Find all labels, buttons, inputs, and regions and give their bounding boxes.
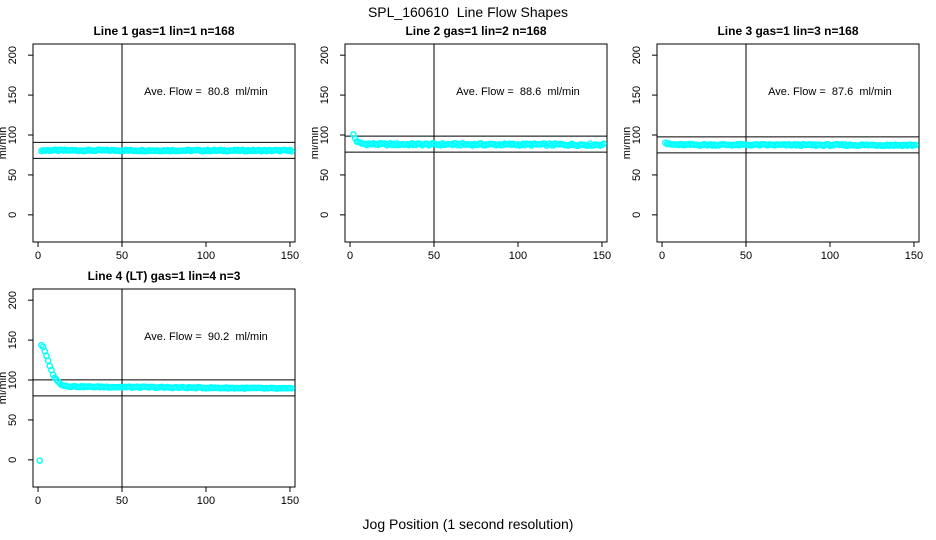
figure-title: SPL_160610 Line Flow Shapes <box>367 4 569 20</box>
plot-box <box>32 43 296 243</box>
y-tick-label: 100 <box>7 371 19 389</box>
x-tick-label: 100 <box>197 250 215 262</box>
x-tick-label: 50 <box>116 495 128 507</box>
y-tick-label: 200 <box>7 291 19 309</box>
y-tick-label: 50 <box>7 414 19 426</box>
flow-panel-3: Line 3 gas=1 lin=3 n=168 0 50 100 150 200 ml/m… <box>624 24 923 262</box>
data-point <box>38 341 45 349</box>
panel-title: Line 1 gas=1 lin=1 n=168 <box>93 24 234 38</box>
data-point <box>351 135 359 142</box>
figure-x-axis-label: Jog Position (1 second resolution) <box>362 516 574 532</box>
y-tick-label: 150 <box>319 86 331 104</box>
outlier-point <box>36 457 44 464</box>
flow-panel-4: Line 4 (LT) gas=1 lin=4 n=3 0 50 100 150 200 m… <box>0 269 299 507</box>
y-tick-label: 0 <box>631 212 643 218</box>
y-tick-label: 50 <box>319 169 331 181</box>
y-tick-label: 0 <box>7 457 19 463</box>
y-tick-label: 50 <box>631 169 643 181</box>
flow-panel-1: Line 1 gas=1 lin=1 n=168 0 50 100 150 200 ml/m… <box>0 24 299 262</box>
x-tick-label: 150 <box>593 250 611 262</box>
ave-flow-annotation: Ave. Flow = 88.6 ml/min <box>456 86 580 98</box>
y-tick-label: 100 <box>319 126 331 144</box>
y-axis-label: ml/min <box>0 127 9 159</box>
data-point <box>912 141 919 149</box>
x-tick-label: 50 <box>116 250 128 262</box>
x-tick-label: 0 <box>659 250 665 262</box>
data-point <box>288 384 295 392</box>
ave-flow-annotation: Ave. Flow = 90.2 ml/min <box>144 331 268 343</box>
data-point <box>600 140 607 148</box>
panel-grid: Line 1 gas=1 lin=1 n=168 0 50 100 150 200 ml/m… <box>0 24 923 507</box>
y-tick-label: 150 <box>7 331 19 349</box>
y-tick-label: 0 <box>319 212 331 218</box>
x-tick-label: 100 <box>821 250 839 262</box>
flow-panel-2: Line 2 gas=1 lin=2 n=168 0 50 100 150 200 ml/m… <box>312 24 611 262</box>
data-points <box>662 139 919 150</box>
data-point <box>44 357 52 364</box>
data-points <box>350 131 607 150</box>
x-tick-label: 100 <box>509 250 527 262</box>
plot-box <box>344 43 608 243</box>
y-tick-label: 0 <box>7 212 19 218</box>
data-point <box>288 147 295 155</box>
x-tick-label: 100 <box>197 495 215 507</box>
plot-box <box>32 288 296 488</box>
y-axis-label: ml/min <box>624 127 633 159</box>
data-point <box>53 376 60 384</box>
y-tick-label: 100 <box>7 126 19 144</box>
panel-title: Line 3 gas=1 lin=3 n=168 <box>717 24 858 38</box>
x-tick-label: 50 <box>740 250 752 262</box>
plot-box <box>656 43 920 243</box>
x-tick-label: 150 <box>281 495 299 507</box>
y-tick-label: 200 <box>7 46 19 64</box>
x-tick-label: 150 <box>281 250 299 262</box>
y-tick-label: 200 <box>319 46 331 64</box>
y-axis-label: ml/min <box>312 127 321 159</box>
x-tick-label: 50 <box>428 250 440 262</box>
ave-flow-annotation: Ave. Flow = 80.8 ml/min <box>144 86 268 98</box>
data-points <box>36 341 295 464</box>
y-tick-label: 200 <box>631 46 643 64</box>
data-points <box>38 146 295 155</box>
x-tick-label: 0 <box>347 250 353 262</box>
y-tick-label: 100 <box>631 126 643 144</box>
y-tick-label: 50 <box>7 169 19 181</box>
x-tick-label: 150 <box>905 250 923 262</box>
panel-title: Line 2 gas=1 lin=2 n=168 <box>405 24 546 38</box>
x-tick-label: 0 <box>35 495 41 507</box>
y-axis-label: ml/min <box>0 372 9 404</box>
x-tick-label: 0 <box>35 250 41 262</box>
y-tick-label: 150 <box>7 86 19 104</box>
ave-flow-annotation: Ave. Flow = 87.6 ml/min <box>768 86 892 98</box>
panel-title: Line 4 (LT) gas=1 lin=4 n=3 <box>88 269 241 283</box>
y-tick-label: 150 <box>631 86 643 104</box>
